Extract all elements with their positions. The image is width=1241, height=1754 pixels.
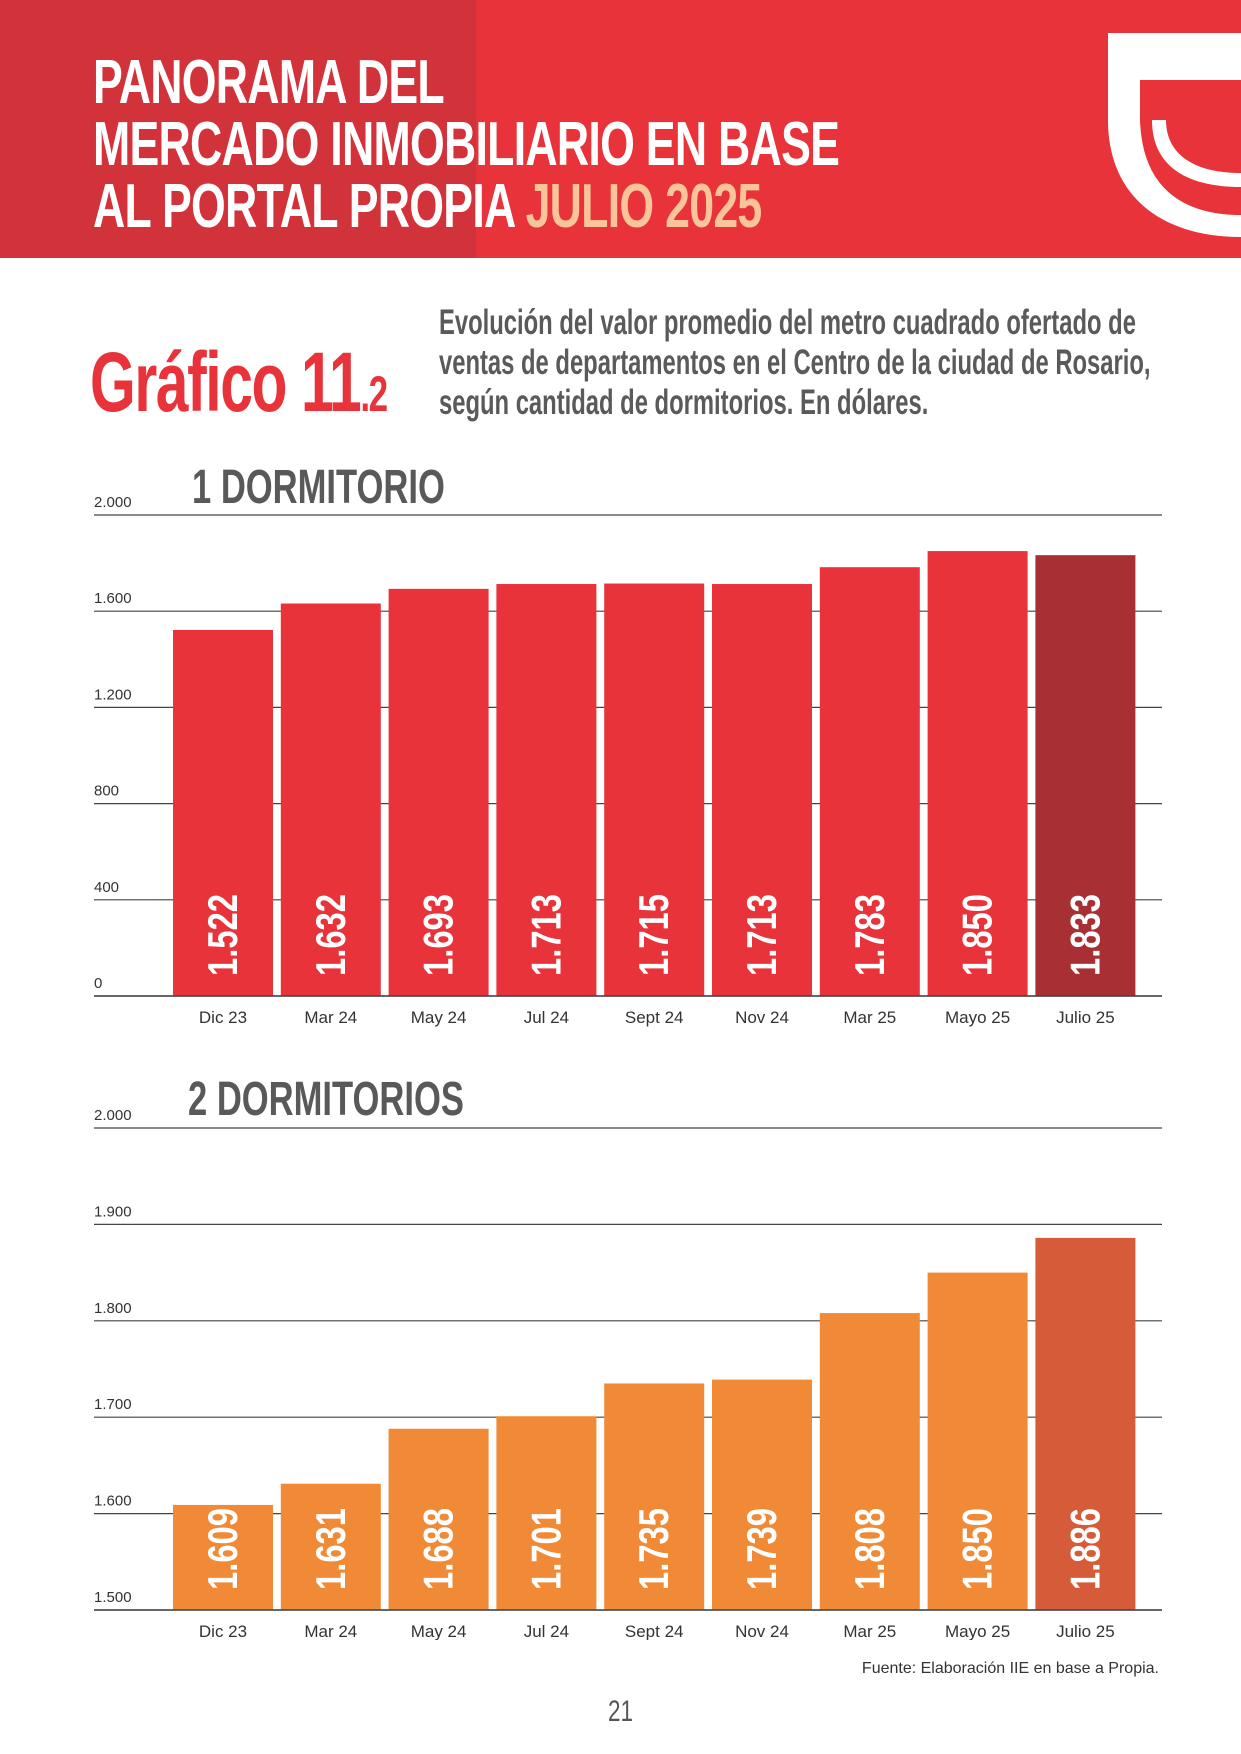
bar [712, 1379, 812, 1610]
chart-2-title: 2 DORMITORIOS [188, 1073, 464, 1126]
bar [173, 1504, 273, 1610]
x-category-label: Jul 24 [524, 1008, 569, 1027]
bar-value-label: 1.632 [307, 894, 354, 976]
bar [819, 567, 920, 996]
bar [388, 1428, 489, 1610]
x-category-label: Mar 24 [304, 1008, 357, 1027]
bar [927, 551, 1028, 996]
bar-value-label: 1.783 [846, 894, 893, 976]
header-dark-panel [0, 0, 476, 258]
title-line-2: MERCADO INMOBILIARIO EN BASE [93, 110, 840, 179]
x-category-label: May 24 [411, 1008, 467, 1027]
bar [1035, 1237, 1136, 1610]
bar-value-label: 1.522 [199, 894, 246, 976]
x-category-label: May 24 [411, 1622, 467, 1640]
bar-value-label: 1.833 [1061, 894, 1108, 976]
x-category-label: Nov 24 [735, 1008, 789, 1027]
y-tick-label: 1.500 [94, 1589, 132, 1606]
bar-value-label: 1.631 [307, 1508, 354, 1590]
description-line: Evolución del valor promedio del metro c… [439, 303, 1136, 342]
bar-value-label: 1.808 [846, 1508, 893, 1590]
bar [496, 1416, 597, 1610]
bar-value-label: 1.713 [738, 894, 785, 976]
x-category-label: Sept 24 [625, 1622, 684, 1640]
y-tick-label: 1.200 [94, 686, 132, 703]
x-category-label: Sept 24 [625, 1008, 684, 1027]
y-tick-label: 400 [94, 879, 119, 896]
bar [604, 583, 705, 996]
bar-value-label: 1.713 [522, 894, 569, 976]
bar [1035, 555, 1136, 996]
bar [819, 1313, 920, 1610]
y-tick-label: 1.900 [94, 1203, 132, 1220]
bar-value-label: 1.886 [1061, 1508, 1108, 1590]
y-tick-label: 1.700 [94, 1396, 132, 1413]
bar [496, 584, 597, 996]
page-number: 21 [607, 1695, 634, 1728]
bar-value-label: 1.850 [954, 894, 1001, 976]
x-category-label: Nov 24 [735, 1622, 789, 1640]
bar-value-label: 1.609 [199, 1508, 246, 1590]
y-tick-label: 2.000 [94, 1107, 132, 1124]
y-tick-label: 1.600 [94, 1493, 132, 1510]
bar-value-label: 1.735 [630, 1508, 677, 1590]
bar [173, 629, 273, 996]
x-category-label: Dic 23 [199, 1622, 247, 1640]
header-banner: PANORAMA DEL MERCADO INMOBILIARIO EN BAS… [0, 0, 1241, 258]
y-tick-label: 1.600 [94, 590, 132, 607]
bar-value-label: 1.850 [954, 1508, 1001, 1590]
page-title: PANORAMA DEL MERCADO INMOBILIARIO EN BAS… [93, 48, 840, 241]
y-tick-label: 800 [94, 783, 119, 800]
x-category-label: Jul 24 [524, 1622, 569, 1640]
bar [280, 1483, 381, 1610]
logo-icon [1108, 33, 1241, 237]
x-category-label: Mayo 25 [945, 1008, 1010, 1027]
bar-value-label: 1.701 [522, 1508, 569, 1590]
bar-value-label: 1.739 [738, 1508, 785, 1590]
chart-2-dormitorios: 1.500 1.600 1.700 1.800 1.900 2.000 1.609 Dic 2… [94, 1107, 1162, 1640]
chart-1-title: 1 DORMITORIO [192, 461, 445, 514]
bar [927, 1272, 1028, 1610]
bar [712, 584, 812, 996]
bar-value-label: 1.715 [630, 894, 677, 976]
x-category-label: Dic 23 [199, 1008, 247, 1027]
x-category-label: Mar 25 [843, 1008, 896, 1027]
title-line-3: AL PORTAL PROPIA [93, 172, 515, 241]
figure-suffix: .2 [360, 366, 388, 422]
description-line: según cantidad de dormitorios. En dólare… [439, 383, 929, 422]
bar [388, 588, 489, 996]
bar [280, 603, 381, 996]
x-category-label: Mayo 25 [945, 1622, 1010, 1640]
bar-value-label: 1.688 [415, 1508, 462, 1590]
x-category-label: Julio 25 [1056, 1008, 1115, 1027]
x-category-label: Mar 25 [843, 1622, 896, 1640]
title-highlight: JULIO 2025 [525, 172, 763, 241]
figure-number: Gráfico 11 [90, 335, 362, 429]
source-note: Fuente: Elaboración IIE en base a Propia… [861, 1660, 1159, 1677]
bar [604, 1383, 705, 1610]
y-tick-label: 1.800 [94, 1300, 132, 1317]
title-line-1: PANORAMA DEL [93, 48, 445, 117]
figure-description: Evolución del valor promedio del metro c… [439, 303, 1151, 423]
chart-1-dormitorio: 0 400 800 1.200 1.600 2.000 1.522 Dic 23 1.632 Ma… [94, 494, 1162, 1027]
x-category-label: Mar 24 [304, 1622, 357, 1640]
y-tick-label: 0 [94, 975, 102, 992]
description-line: ventas de departamentos en el Centro de … [439, 343, 1151, 382]
figure-label: Gráfico 11.2 [90, 340, 388, 436]
x-category-label: Julio 25 [1056, 1622, 1115, 1640]
bar-value-label: 1.693 [415, 894, 462, 976]
y-tick-label: 2.000 [94, 494, 132, 511]
